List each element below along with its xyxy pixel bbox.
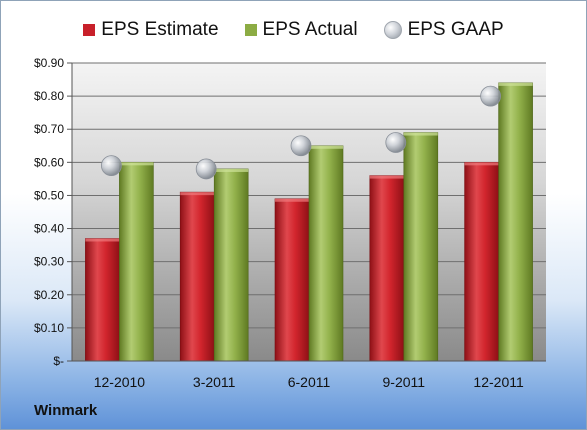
y-tick-label: $0.30 (34, 255, 64, 269)
bar-eps-actual-top (119, 162, 154, 166)
bar-eps-estimate (85, 238, 120, 362)
bar-eps-actual (213, 168, 249, 362)
legend-label-eps-estimate: EPS Estimate (101, 19, 219, 40)
marker-eps-gaap (290, 135, 312, 157)
bar-eps-actual (119, 162, 154, 362)
chart-legend: EPS Estimate EPS Actual EPS GAAP (1, 15, 586, 45)
x-tick-label: 6-2011 (288, 374, 331, 390)
marker-eps-gaap (385, 132, 407, 153)
bar-eps-actual-top (309, 145, 343, 149)
y-tick-label: $0.40 (34, 222, 64, 236)
marker-eps-gaap (101, 155, 122, 177)
bar-eps-estimate (274, 198, 310, 362)
bar-eps-actual (308, 145, 344, 362)
legend-label-eps-gaap: EPS GAAP (407, 19, 504, 40)
legend-item-eps-estimate: EPS Estimate (83, 19, 219, 41)
y-tick-label: $0.10 (34, 321, 64, 335)
x-tick-label: 3-2011 (193, 374, 236, 390)
legend-marker-eps-gaap (383, 21, 402, 39)
x-tick-label: 12-2011 (473, 374, 524, 390)
bar-eps-actual (498, 82, 533, 362)
gaap-markers (101, 85, 502, 180)
x-tick-label: 9-2011 (383, 374, 426, 390)
legend-item-eps-actual: EPS Actual (244, 19, 358, 41)
y-tick-label: $0.20 (34, 288, 64, 302)
legend-item-eps-gaap: EPS GAAP (383, 19, 504, 41)
legend-swatch-eps-actual (244, 24, 257, 36)
bar-eps-estimate (369, 175, 405, 362)
y-tick-label: $0.70 (34, 122, 64, 136)
y-tick-label: $0.80 (34, 89, 64, 103)
bar-eps-estimate-top (180, 192, 215, 196)
bar-eps-estimate (179, 191, 215, 362)
marker-eps-gaap (480, 85, 502, 107)
bar-eps-estimate-top (85, 238, 120, 242)
bar-eps-actual-top (403, 132, 438, 136)
y-axis: $- $0.10 $0.20 $0.30 $0.40 $0.50 $0.60 $0.70 $0.… (34, 56, 73, 368)
y-tick-label: $0.50 (34, 188, 64, 202)
marker-eps-gaap (195, 158, 217, 180)
bar-eps-actual-top (498, 82, 533, 86)
legend-label-eps-actual: EPS Actual (262, 19, 358, 40)
x-axis: 12-2010 3-2011 6-2011 9-2011 12-2011 (72, 360, 546, 390)
bar-eps-estimate-top (275, 198, 309, 202)
bar-eps-actual-top (214, 168, 249, 172)
bar-eps-actual (403, 132, 439, 362)
legend-swatch-eps-estimate (83, 24, 96, 36)
y-tick-label: $0.60 (34, 155, 64, 169)
x-tick-label: 12-2010 (94, 374, 146, 390)
bars (85, 82, 533, 362)
y-tick-label: $- (53, 354, 64, 368)
bar-eps-estimate-top (369, 175, 404, 179)
company-name: Winmark (34, 402, 98, 419)
bar-eps-estimate (464, 162, 499, 362)
y-tick-label: $0.90 (34, 56, 64, 70)
bar-eps-estimate-top (464, 162, 499, 166)
